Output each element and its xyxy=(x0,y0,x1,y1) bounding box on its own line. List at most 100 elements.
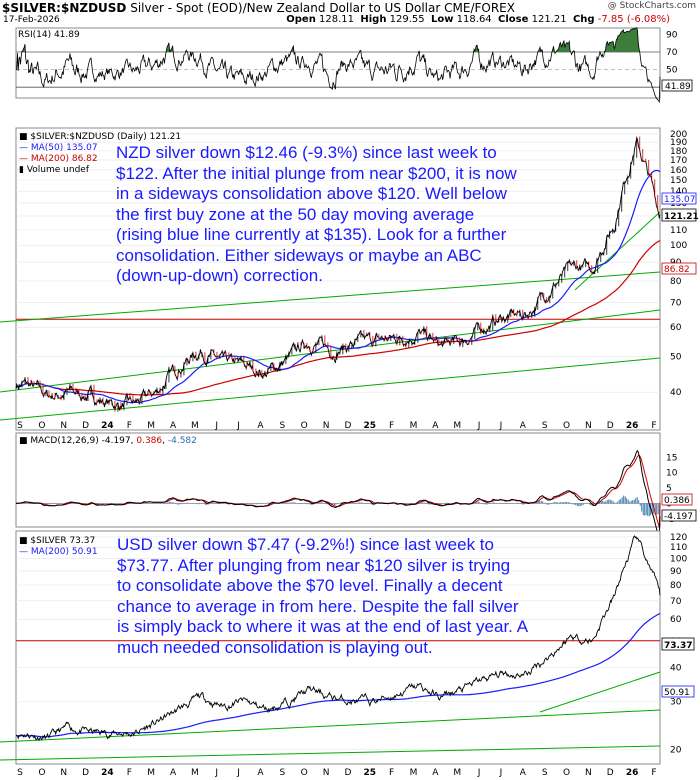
macd-hist-bar xyxy=(573,503,575,505)
macd-hist-bar xyxy=(611,500,613,504)
macd-hist-bar xyxy=(504,503,506,505)
macd-hist-bar xyxy=(255,503,257,505)
usd-x-tick: O xyxy=(38,768,45,778)
usd-x-tick: A xyxy=(170,768,177,778)
macd-last-box xyxy=(661,509,697,522)
macd-hist-bar xyxy=(588,503,590,505)
nzd-legend-ma50: — MA(50) 135.07 xyxy=(19,143,98,153)
macd-hist-bar xyxy=(428,503,430,505)
macd-hist-bar xyxy=(309,503,311,505)
macd-hist-bar xyxy=(168,501,170,504)
nzd-x-tick: S xyxy=(542,421,548,431)
nzd-y-tick: 60 xyxy=(670,323,682,333)
nzd-x-tick: J xyxy=(499,421,503,431)
nzd-candles xyxy=(18,136,659,412)
usd-x-tick: N xyxy=(585,768,592,778)
macd-hist-bar xyxy=(521,503,523,505)
nzd-ma200-line xyxy=(15,240,661,396)
rsi-panel: RSI(14) 41.89 90705030 41.89 xyxy=(15,27,693,104)
usd-x-tick: S xyxy=(279,768,285,778)
nzd-y-tick: 70 xyxy=(670,298,682,308)
macd-hist-bar xyxy=(635,498,637,504)
macd-last-label: -4.197 xyxy=(664,512,693,522)
usd-x-tick: M xyxy=(147,768,155,778)
macd-hist-bar xyxy=(561,502,563,504)
macd-hist-bar xyxy=(609,499,611,504)
nzd-x-tick: M xyxy=(147,421,155,431)
macd-hist-bar xyxy=(564,502,566,504)
usd-y-tick: 40 xyxy=(670,663,682,673)
macd-hist-bar xyxy=(563,501,565,504)
nzd-x-tick-labels: S O N D 24 F M A M J J A S O N D 25 F M A M J J A S O N D 26 F xyxy=(17,421,656,431)
macd-hist-bar xyxy=(590,503,592,506)
macd-hist-bar xyxy=(558,502,560,504)
nzd-y-tick: 170 xyxy=(670,156,687,166)
macd-hist-bar xyxy=(422,502,424,504)
chg-label: Chg xyxy=(572,14,595,25)
nzd-x-tick: J xyxy=(236,421,240,431)
usd-x-tick: A xyxy=(432,768,439,778)
rsi-legend: RSI(14) 41.89 xyxy=(18,30,80,40)
macd-hist-bar xyxy=(185,502,187,504)
nzd-ma50-line xyxy=(15,169,661,404)
macd-hist-bar xyxy=(173,502,175,504)
nzd-x-tick: M xyxy=(453,421,461,431)
macd-hist-bar xyxy=(500,502,502,504)
usd-x-tick: F xyxy=(127,768,132,778)
macd-hist-bar xyxy=(180,503,182,505)
usd-price-line xyxy=(15,535,661,741)
macd-hist-bar xyxy=(536,502,538,504)
macd-y-tick: 5 xyxy=(666,484,672,494)
usd-x-tick: N xyxy=(60,768,67,778)
macd-hist-bar xyxy=(440,503,442,505)
macd-hist-bar xyxy=(548,503,550,505)
macd-hist-bar xyxy=(299,503,301,505)
macd-hist-bar xyxy=(641,503,643,512)
nzd-x-tick: M xyxy=(410,421,418,431)
usd-trendline-upper xyxy=(0,709,661,743)
macd-hist-bar xyxy=(335,503,337,505)
usd-y-tick: 30 xyxy=(670,697,682,707)
chart-header: $SILVER:$NZDUSD Silver - Spot (EOD)/New … xyxy=(0,0,700,28)
nzd-x-tick: O xyxy=(38,421,45,431)
macd-hist-bar xyxy=(425,502,427,504)
macd-hist-bar xyxy=(626,498,628,504)
macd-legend: ■ MACD(12,26,9) -4.197, 0.386, -4.582 xyxy=(19,436,197,446)
macd-hist-bar xyxy=(269,502,271,504)
macd-hist-bar xyxy=(359,502,361,504)
macd-hist-bar xyxy=(618,499,620,504)
macd-hist-bar xyxy=(420,502,422,504)
usd-annotation-line: chance to average in from here. Despite … xyxy=(117,596,519,616)
symbol: $SILVER:$NZDUSD xyxy=(2,1,127,15)
macd-hist-bar xyxy=(188,502,190,504)
macd-hist-bar xyxy=(306,503,308,505)
usd-y-tick: 70 xyxy=(670,597,682,607)
nzd-x-tick: J xyxy=(214,421,218,431)
nzd-y-tick: 190 xyxy=(670,138,687,148)
rsi-y-tick: 50 xyxy=(666,66,678,76)
low-value: 118.64 xyxy=(456,14,492,25)
nzd-x-tick: S xyxy=(279,421,285,431)
macd-hist-bar xyxy=(246,503,248,505)
nzd-annotation-line: consolidation. Either sideways or maybe … xyxy=(116,245,482,265)
nzd-x-tick: S xyxy=(17,421,23,431)
macd-hist-bar xyxy=(282,502,284,504)
macd-hist-bar xyxy=(476,501,478,504)
nzd-x-tick: A xyxy=(520,421,527,431)
usd-ma200-last-label: 50.91 xyxy=(664,688,690,698)
macd-panel-frame xyxy=(15,432,661,528)
nzd-x-tick: D xyxy=(344,421,351,431)
macd-hist-bar xyxy=(488,503,490,505)
usd-y-tick: 60 xyxy=(670,615,682,625)
macd-hist-bar xyxy=(576,503,578,506)
macd-hist-bar xyxy=(525,503,527,504)
nzd-y-tick: 50 xyxy=(670,352,682,362)
usd-annotation-line: is simply back to where it was at the en… xyxy=(117,617,529,636)
macd-hist-bar xyxy=(524,503,526,505)
macd-hist-bar xyxy=(630,500,632,504)
macd-hist-bar xyxy=(170,502,172,504)
macd-hist-bar xyxy=(645,503,647,515)
nzd-y-tick: 150 xyxy=(670,176,687,186)
macd-hist-bar xyxy=(207,503,209,505)
macd-hist-bar xyxy=(656,503,658,515)
